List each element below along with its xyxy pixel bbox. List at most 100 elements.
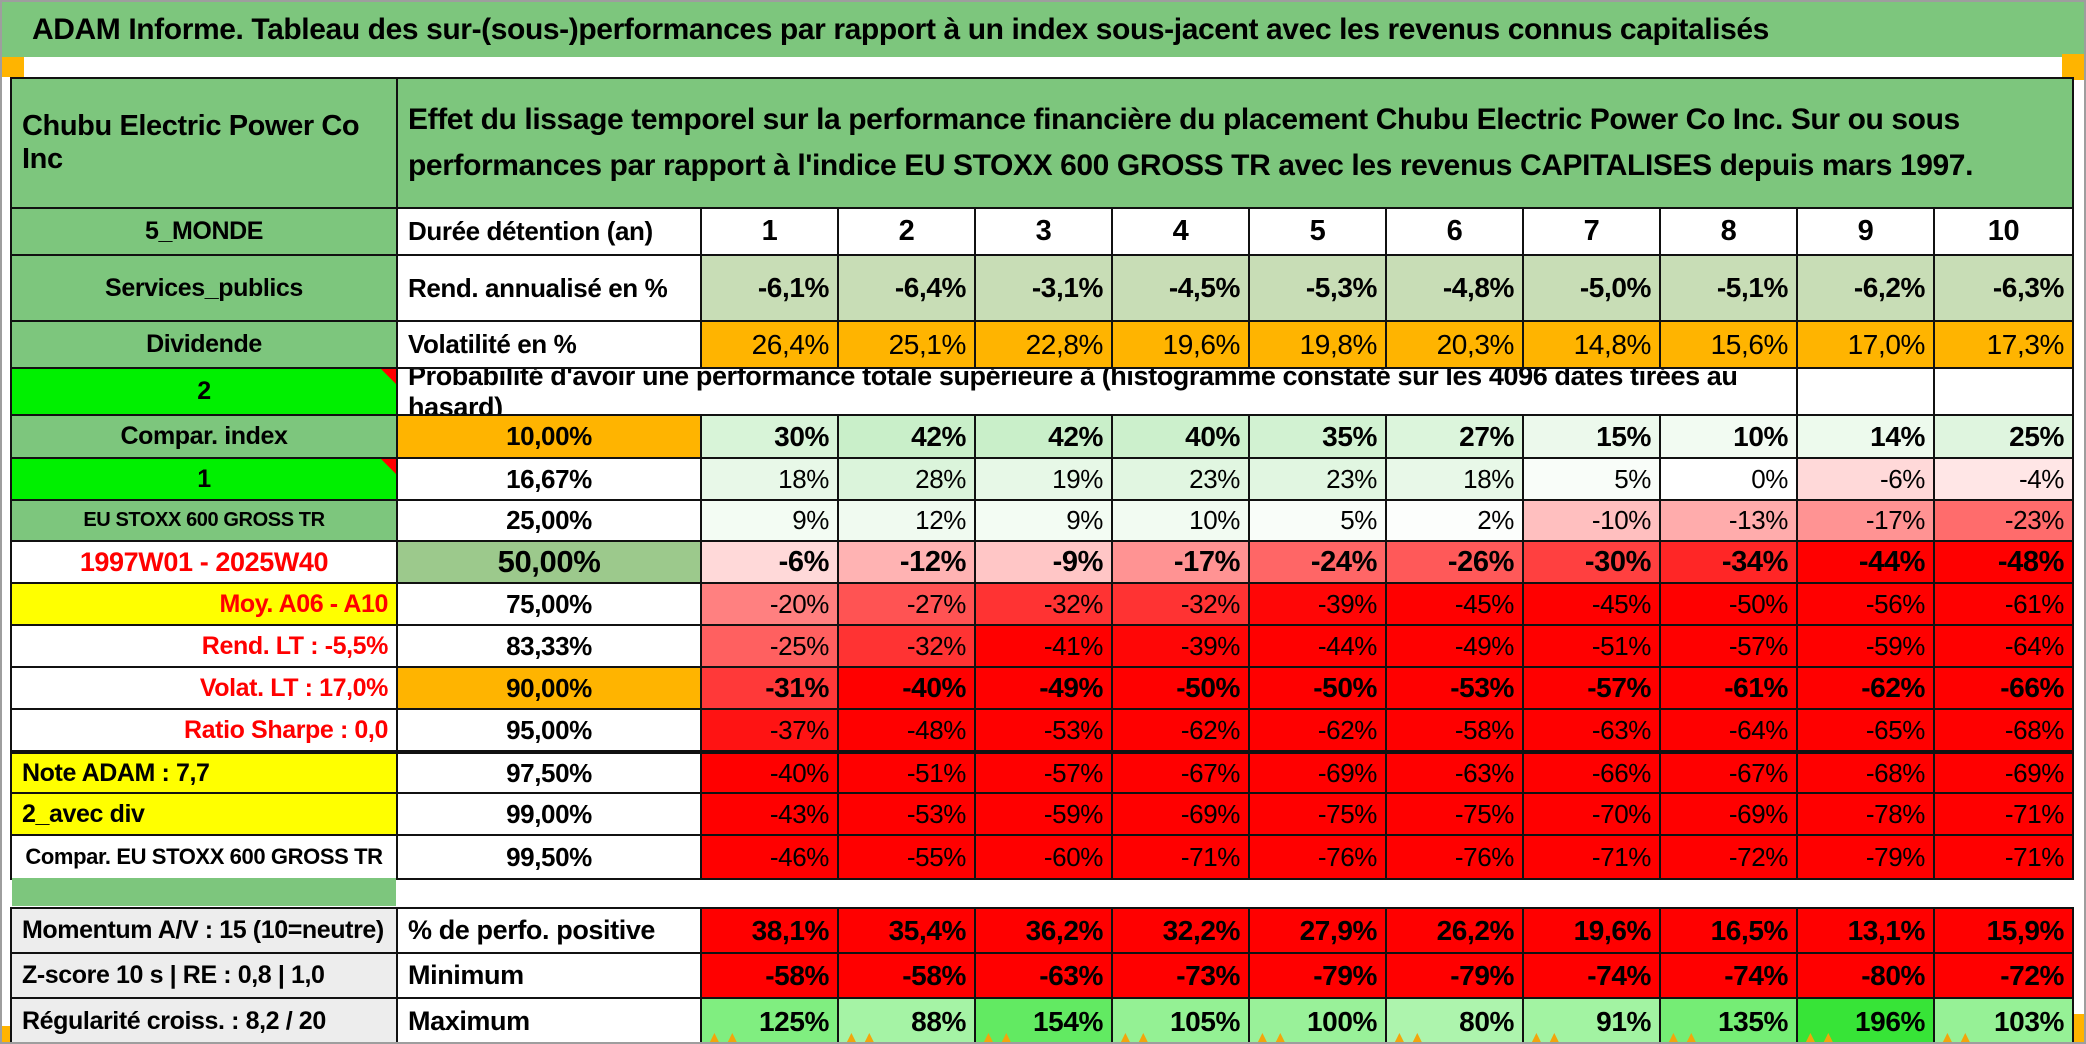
- data-cell[interactable]: -3,1%: [976, 256, 1113, 322]
- data-cell[interactable]: -55%: [839, 836, 976, 878]
- data-cell[interactable]: -44%: [1798, 542, 1935, 584]
- data-cell[interactable]: -34%: [1661, 542, 1798, 584]
- data-cell[interactable]: -71%: [1935, 794, 2072, 836]
- row-label[interactable]: Rend. LT : -5,5%: [12, 626, 398, 668]
- data-cell[interactable]: 35%: [1250, 416, 1387, 459]
- data-cell[interactable]: -6,4%: [839, 256, 976, 322]
- footer-data-cell[interactable]: 38,1%: [702, 909, 839, 954]
- data-cell[interactable]: 23%: [1250, 459, 1387, 501]
- empty-cell[interactable]: [1798, 369, 1935, 416]
- data-cell[interactable]: 5%: [1524, 459, 1661, 501]
- data-cell[interactable]: -48%: [1935, 542, 2072, 584]
- data-cell[interactable]: -50%: [1250, 668, 1387, 710]
- metric-cell[interactable]: 99,00%: [398, 794, 702, 836]
- data-cell[interactable]: -12%: [839, 542, 976, 584]
- data-cell[interactable]: 15%: [1524, 416, 1661, 459]
- data-cell[interactable]: -17%: [1798, 501, 1935, 542]
- row-label[interactable]: Moy. A06 - A10: [12, 584, 398, 626]
- data-cell[interactable]: -32%: [1113, 584, 1250, 626]
- data-cell[interactable]: -70%: [1524, 794, 1661, 836]
- footer-data-cell[interactable]: 19,6%: [1524, 909, 1661, 954]
- data-cell[interactable]: -50%: [1113, 668, 1250, 710]
- data-cell[interactable]: -61%: [1661, 668, 1798, 710]
- data-cell[interactable]: 25,1%: [839, 322, 976, 369]
- data-cell[interactable]: 25%: [1935, 416, 2072, 459]
- data-cell[interactable]: -79%: [1798, 836, 1935, 878]
- data-cell[interactable]: -5,0%: [1524, 256, 1661, 322]
- data-cell[interactable]: 5: [1250, 209, 1387, 256]
- footer-data-cell[interactable]: -80%: [1798, 954, 1935, 999]
- metric-cell[interactable]: Durée détention (an): [398, 209, 702, 256]
- metric-cell[interactable]: Rend. annualisé en %: [398, 256, 702, 322]
- row-label[interactable]: 5_MONDE: [12, 209, 398, 256]
- data-cell[interactable]: -69%: [1113, 794, 1250, 836]
- footer-data-cell[interactable]: -73%: [1113, 954, 1250, 999]
- header-description-cell[interactable]: Effet du lissage temporel sur la perform…: [398, 79, 2072, 209]
- data-cell[interactable]: 4: [1113, 209, 1250, 256]
- data-cell[interactable]: -67%: [1661, 752, 1798, 794]
- metric-cell[interactable]: Volatilité en %: [398, 322, 702, 369]
- data-cell[interactable]: 10%: [1113, 501, 1250, 542]
- data-cell[interactable]: -39%: [1113, 626, 1250, 668]
- data-cell[interactable]: 30%: [702, 416, 839, 459]
- row-label[interactable]: Compar. EU STOXX 600 GROSS TR: [12, 836, 398, 878]
- data-cell[interactable]: 17,3%: [1935, 322, 2072, 369]
- data-cell[interactable]: 18%: [702, 459, 839, 501]
- data-cell[interactable]: -31%: [702, 668, 839, 710]
- data-cell[interactable]: -48%: [839, 710, 976, 752]
- data-cell[interactable]: -5,1%: [1661, 256, 1798, 322]
- footer-data-cell[interactable]: -63%: [976, 954, 1113, 999]
- data-cell[interactable]: -72%: [1661, 836, 1798, 878]
- footer-data-cell[interactable]: 100%: [1250, 999, 1387, 1042]
- data-cell[interactable]: -6,2%: [1798, 256, 1935, 322]
- data-cell[interactable]: -68%: [1935, 710, 2072, 752]
- data-cell[interactable]: 10: [1935, 209, 2072, 256]
- data-cell[interactable]: -24%: [1250, 542, 1387, 584]
- data-cell[interactable]: 22,8%: [976, 322, 1113, 369]
- footer-row-label[interactable]: Régularité croiss. : 8,2 / 20: [12, 999, 398, 1042]
- data-cell[interactable]: -50%: [1661, 584, 1798, 626]
- footer-data-cell[interactable]: 88%: [839, 999, 976, 1042]
- footer-data-cell[interactable]: 154%: [976, 999, 1113, 1042]
- footer-data-cell[interactable]: -74%: [1524, 954, 1661, 999]
- metric-cell[interactable]: 99,50%: [398, 836, 702, 878]
- data-cell[interactable]: -13%: [1661, 501, 1798, 542]
- data-cell[interactable]: -61%: [1935, 584, 2072, 626]
- footer-data-cell[interactable]: -74%: [1661, 954, 1798, 999]
- data-cell[interactable]: -4,8%: [1387, 256, 1524, 322]
- metric-cell[interactable]: 83,33%: [398, 626, 702, 668]
- footer-metric-cell[interactable]: % de perfo. positive: [398, 909, 702, 954]
- data-cell[interactable]: -56%: [1798, 584, 1935, 626]
- footer-data-cell[interactable]: 125%: [702, 999, 839, 1042]
- data-cell[interactable]: -26%: [1387, 542, 1524, 584]
- data-cell[interactable]: -6%: [702, 542, 839, 584]
- data-cell[interactable]: -6,3%: [1935, 256, 2072, 322]
- data-cell[interactable]: -57%: [976, 752, 1113, 794]
- data-cell[interactable]: -6,1%: [702, 256, 839, 322]
- data-cell[interactable]: 9%: [976, 501, 1113, 542]
- data-cell[interactable]: -71%: [1524, 836, 1661, 878]
- data-cell[interactable]: 12%: [839, 501, 976, 542]
- data-cell[interactable]: 9: [1798, 209, 1935, 256]
- footer-data-cell[interactable]: 13,1%: [1798, 909, 1935, 954]
- data-cell[interactable]: -78%: [1798, 794, 1935, 836]
- data-cell[interactable]: -10%: [1524, 501, 1661, 542]
- data-cell[interactable]: 17,0%: [1798, 322, 1935, 369]
- data-cell[interactable]: -67%: [1113, 752, 1250, 794]
- row-label[interactable]: 2_avec div: [12, 794, 398, 836]
- footer-metric-cell[interactable]: Minimum: [398, 954, 702, 999]
- data-cell[interactable]: 14,8%: [1524, 322, 1661, 369]
- footer-row-label[interactable]: Z-score 10 s | RE : 0,8 | 1,0: [12, 954, 398, 999]
- row-label[interactable]: Dividende: [12, 322, 398, 369]
- footer-data-cell[interactable]: -79%: [1387, 954, 1524, 999]
- data-cell[interactable]: -53%: [839, 794, 976, 836]
- data-cell[interactable]: 42%: [839, 416, 976, 459]
- metric-cell[interactable]: 25,00%: [398, 501, 702, 542]
- metric-cell[interactable]: 75,00%: [398, 584, 702, 626]
- row-label[interactable]: 1: [12, 459, 398, 501]
- data-cell[interactable]: -25%: [702, 626, 839, 668]
- data-cell[interactable]: 19,6%: [1113, 322, 1250, 369]
- footer-metric-cell[interactable]: Maximum: [398, 999, 702, 1042]
- footer-data-cell[interactable]: 27,9%: [1250, 909, 1387, 954]
- data-cell[interactable]: -66%: [1524, 752, 1661, 794]
